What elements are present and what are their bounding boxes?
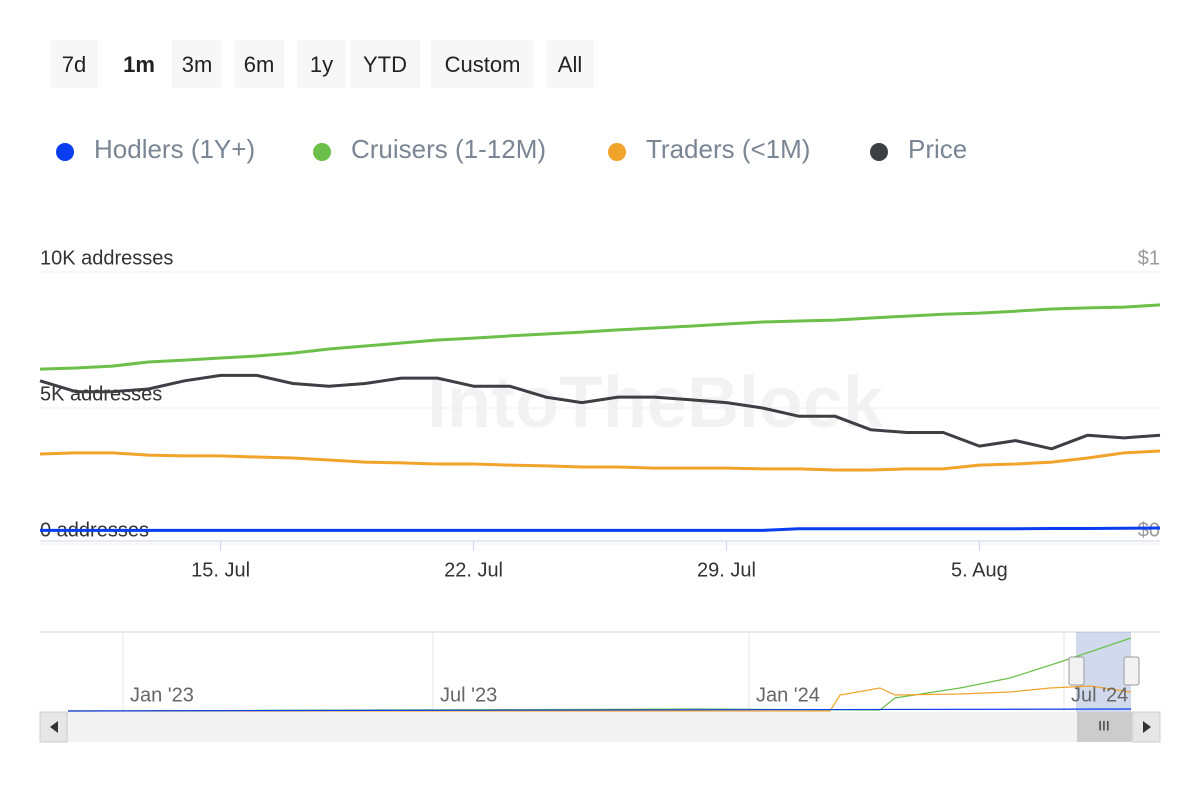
arrow xyxy=(1143,721,1151,733)
range-button-label[interactable]: Custom xyxy=(445,52,521,77)
range-button-label[interactable]: 7d xyxy=(62,52,86,77)
range-button-label[interactable]: 1m xyxy=(123,52,155,77)
x-tick-label: 29. Jul xyxy=(697,559,756,581)
x-tick-label: 22. Jul xyxy=(444,559,503,581)
y2-tick-label: $0 xyxy=(1138,519,1160,541)
series-line xyxy=(39,449,1161,472)
range-button[interactable] xyxy=(350,40,420,88)
series-line xyxy=(40,526,1161,532)
range-button[interactable] xyxy=(431,40,534,88)
range-button[interactable] xyxy=(172,40,222,88)
legend-marker[interactable] xyxy=(56,143,74,161)
scrollbar-left[interactable] xyxy=(39,711,68,743)
x-tick-label: 15. Jul xyxy=(191,559,250,581)
range-button[interactable] xyxy=(297,40,346,88)
legend-marker[interactable] xyxy=(870,143,888,161)
navigator-label: Jan '24 xyxy=(756,684,820,706)
legend-marker[interactable] xyxy=(608,143,626,161)
y2-tick-label: $1 xyxy=(1138,247,1160,269)
range-button[interactable] xyxy=(234,40,284,88)
range-button[interactable] xyxy=(110,40,168,88)
legend-marker[interactable] xyxy=(313,143,331,161)
legend-label[interactable]: Traders (<1M) xyxy=(646,134,810,164)
navigator-label: Jul '24 xyxy=(1071,684,1128,706)
navigator-series xyxy=(68,685,1132,712)
navigator-mask[interactable] xyxy=(1076,632,1131,712)
range-button-label[interactable]: All xyxy=(558,52,582,77)
range-button[interactable] xyxy=(50,40,98,88)
legend-label[interactable]: Price xyxy=(908,134,967,164)
series-line xyxy=(39,373,1161,451)
watermark: IntoTheBlock xyxy=(427,363,884,443)
navigator-label: Jan '23 xyxy=(130,684,194,706)
navigator-label: Jul '23 xyxy=(440,684,497,706)
scrollbar-track[interactable] xyxy=(40,712,1160,742)
series-line xyxy=(39,303,1161,371)
legend-label[interactable]: Cruisers (1-12M) xyxy=(351,134,546,164)
scrollbar-grip: III xyxy=(1098,718,1110,734)
navigator-series xyxy=(67,637,1132,712)
navigator-handle[interactable] xyxy=(1068,656,1085,686)
range-button[interactable] xyxy=(546,40,594,88)
legend-label[interactable]: Hodlers (1Y+) xyxy=(94,134,255,164)
navigator-handle[interactable] xyxy=(1123,656,1140,686)
arrow xyxy=(50,721,58,733)
y-tick-label: 10K addresses xyxy=(40,247,173,269)
range-button-label[interactable]: 3m xyxy=(182,52,213,77)
range-button-label[interactable]: 1y xyxy=(310,52,333,77)
scrollbar-thumb[interactable] xyxy=(1077,712,1132,742)
x-tick-label: 5. Aug xyxy=(951,559,1008,581)
navigator-series xyxy=(67,708,1132,712)
range-button-label[interactable]: YTD xyxy=(363,52,407,77)
range-button-label[interactable]: 6m xyxy=(244,52,275,77)
